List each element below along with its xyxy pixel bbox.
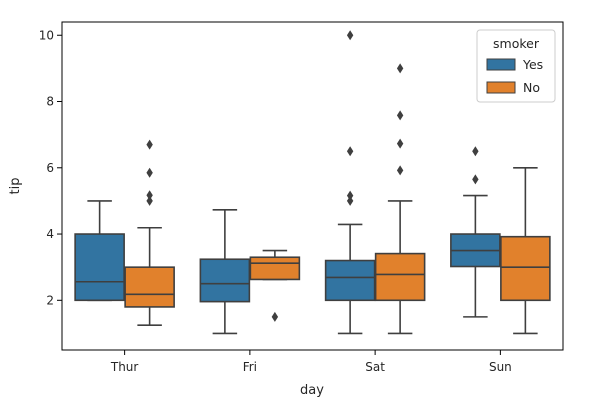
box-iqr xyxy=(124,266,175,308)
y-tick-label: 8 xyxy=(46,95,54,109)
legend-label-yes: Yes xyxy=(522,57,543,72)
box-no-thur xyxy=(124,139,175,326)
y-axis-label: tip xyxy=(8,178,23,195)
outlier-point xyxy=(146,139,153,150)
outlier-point xyxy=(346,195,354,206)
outlier-point xyxy=(346,190,354,201)
box-iqr xyxy=(74,233,125,302)
plot-frame xyxy=(61,21,564,351)
outlier-point xyxy=(271,311,279,322)
y-tick-label: 2 xyxy=(46,293,54,307)
outlier-point xyxy=(346,30,354,41)
x-tick-label: Sat xyxy=(365,360,385,374)
outlier-point xyxy=(146,167,153,178)
box-iqr xyxy=(199,258,251,303)
x-tick-label: Fri xyxy=(243,360,257,374)
outlier-point xyxy=(396,165,404,176)
x-tick-label: Sun xyxy=(489,360,512,374)
box-yes-thur xyxy=(74,200,125,302)
y-tick-label: 10 xyxy=(39,28,54,42)
box-iqr xyxy=(324,259,376,302)
x-axis-ticks: Thur Fri Sat Sun xyxy=(110,350,512,374)
legend-swatch-yes xyxy=(486,58,516,71)
outlier-point xyxy=(146,190,153,201)
y-axis-ticks: 2 4 6 8 10 xyxy=(39,28,62,307)
outlier-point xyxy=(472,146,479,157)
box-yes-sat xyxy=(324,30,376,335)
x-tick-label: Thur xyxy=(110,360,139,374)
box-no-sat xyxy=(374,63,426,335)
box-yes-fri xyxy=(199,209,251,335)
x-axis-label: day xyxy=(300,383,324,398)
outlier-point xyxy=(146,195,153,206)
outlier-point xyxy=(396,138,404,149)
box-groups xyxy=(74,30,551,335)
y-tick-label: 4 xyxy=(46,227,54,241)
box-no-fri xyxy=(249,249,301,322)
box-iqr xyxy=(374,252,426,302)
outlier-point xyxy=(346,146,354,157)
box-yes-sun xyxy=(450,146,501,318)
legend-label-no: No xyxy=(523,80,540,95)
outlier-point xyxy=(396,63,404,74)
box-no-sun xyxy=(500,166,551,335)
box-iqr xyxy=(249,256,301,281)
y-tick-label: 6 xyxy=(46,161,54,175)
legend-title: smoker xyxy=(493,36,540,51)
legend-swatch-no xyxy=(486,81,516,94)
outlier-point xyxy=(396,110,404,121)
legend: smoker Yes No xyxy=(476,29,556,103)
box-iqr xyxy=(500,235,551,302)
outlier-point xyxy=(472,174,479,185)
